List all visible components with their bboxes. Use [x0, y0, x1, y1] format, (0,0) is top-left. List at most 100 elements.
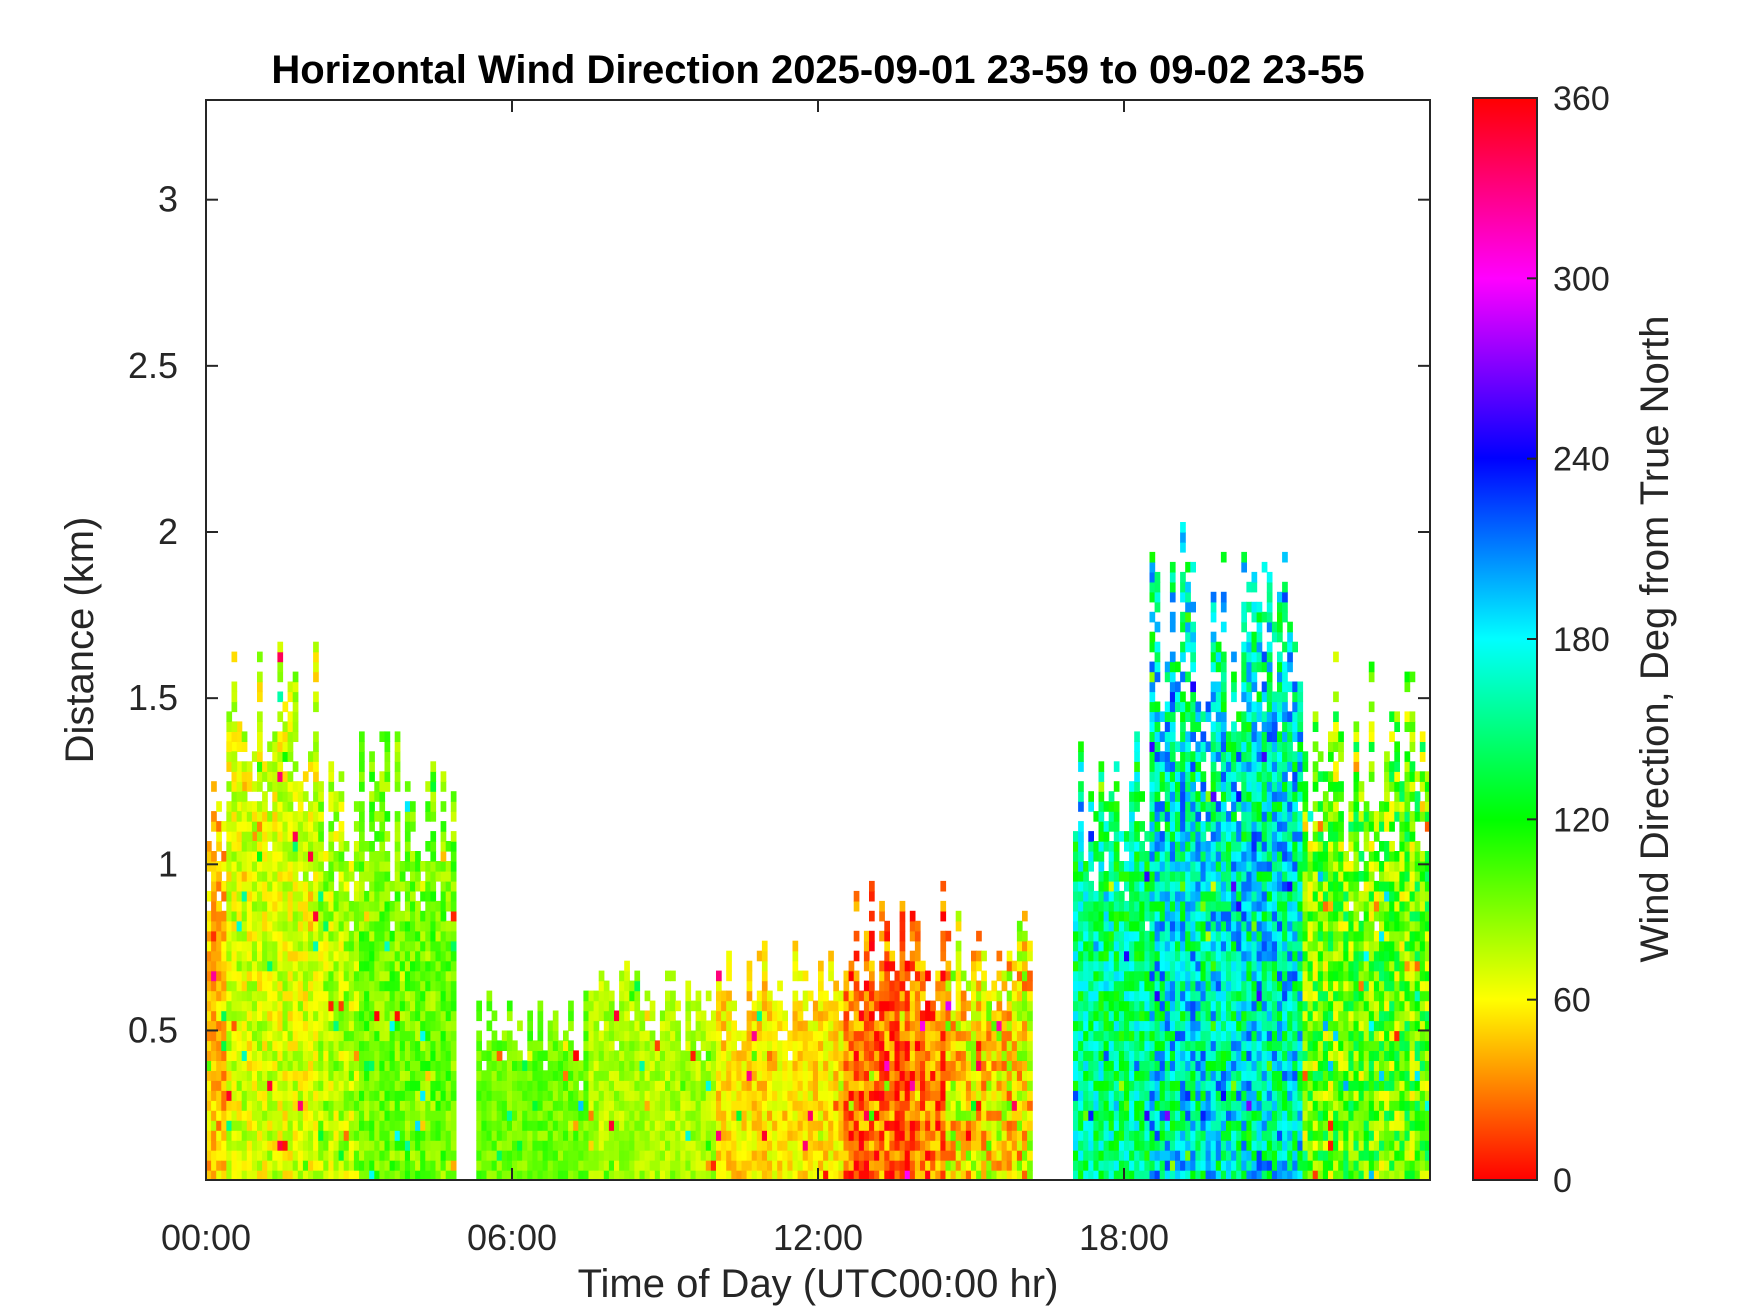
heatmap-cell	[874, 1160, 880, 1171]
heatmap-cell	[251, 1020, 258, 1032]
heatmap-cell	[353, 851, 360, 862]
heatmap-cell	[384, 1050, 391, 1061]
heatmap-cell	[491, 1120, 498, 1131]
heatmap-cell	[593, 1150, 600, 1161]
heatmap-cell	[1129, 1120, 1135, 1131]
heatmap-cell	[685, 1110, 692, 1121]
heatmap-cell	[1139, 1070, 1145, 1081]
heatmap-cell	[251, 1110, 258, 1121]
heatmap-cell	[318, 1050, 324, 1061]
heatmap-cell	[644, 990, 651, 1002]
heatmap-cell	[1149, 980, 1156, 992]
heatmap-cell	[216, 1170, 222, 1180]
heatmap-cell	[251, 930, 258, 942]
heatmap-cell	[211, 861, 217, 872]
heatmap-cell	[267, 1100, 273, 1111]
heatmap-cell	[404, 1050, 411, 1061]
heatmap-cell	[425, 1130, 431, 1141]
heatmap-cell	[1113, 1120, 1120, 1131]
heatmap-cell	[1078, 741, 1084, 752]
heatmap-cell	[1159, 801, 1166, 812]
heatmap-cell	[333, 1080, 340, 1091]
heatmap-cell	[292, 1080, 299, 1091]
heatmap-cell	[302, 880, 309, 892]
heatmap-cell	[221, 1090, 227, 1101]
heatmap-cell	[624, 1170, 630, 1180]
heatmap-cell	[588, 1060, 595, 1071]
heatmap-cell	[246, 1070, 253, 1081]
heatmap-cell	[389, 1120, 396, 1131]
heatmap-cell	[1093, 841, 1100, 852]
heatmap-cell	[899, 1070, 906, 1081]
heatmap-cell	[374, 920, 380, 932]
heatmap-cell	[568, 1120, 574, 1131]
heatmap-cell	[226, 950, 233, 962]
heatmap-cell	[1001, 1020, 1008, 1032]
heatmap-cell	[950, 970, 957, 982]
heatmap-cell	[731, 1090, 737, 1101]
heatmap-cell	[517, 1150, 523, 1161]
heatmap-cell	[629, 1100, 635, 1111]
heatmap-cell	[399, 1150, 406, 1161]
heatmap-cell	[1027, 1070, 1033, 1081]
heatmap-cell	[588, 1040, 595, 1051]
heatmap-cell	[313, 1040, 319, 1051]
heatmap-cell	[1022, 1080, 1028, 1091]
heatmap-cell	[940, 1120, 947, 1131]
heatmap-cell	[659, 1060, 666, 1071]
heatmap-cell	[1016, 1100, 1023, 1111]
heatmap-cell	[644, 1060, 651, 1071]
heatmap-cell	[792, 1000, 799, 1012]
heatmap-cell	[904, 1000, 911, 1012]
heatmap-cell	[894, 1110, 901, 1121]
heatmap-cell	[1098, 1000, 1105, 1012]
heatmap-cell	[445, 970, 452, 982]
heatmap-cell	[359, 801, 365, 812]
heatmap-cell	[1149, 711, 1156, 722]
heatmap-cell	[1134, 791, 1140, 802]
heatmap-cell	[756, 1110, 763, 1121]
heatmap-cell	[246, 990, 253, 1002]
heatmap-cell	[894, 1030, 901, 1042]
heatmap-cell	[950, 1140, 957, 1151]
heatmap-cell	[302, 871, 309, 882]
heatmap-cell	[318, 960, 324, 972]
heatmap-cell	[756, 1080, 763, 1091]
heatmap-cell	[404, 900, 411, 912]
heatmap-cell	[404, 930, 411, 942]
heatmap-cell	[440, 880, 447, 892]
heatmap-cell	[262, 1020, 268, 1032]
heatmap-cell	[1027, 1090, 1033, 1101]
heatmap-cell	[879, 1010, 885, 1022]
heatmap-cell	[410, 900, 416, 912]
heatmap-cell	[1098, 1010, 1105, 1022]
heatmap-cell	[1088, 1040, 1094, 1051]
heatmap-cell	[945, 1130, 952, 1141]
heatmap-cell	[955, 1150, 962, 1161]
heatmap-cell	[1103, 900, 1110, 912]
heatmap-cell	[1124, 1150, 1130, 1161]
heatmap-cell	[359, 1090, 365, 1101]
heatmap-cell	[1129, 841, 1135, 852]
heatmap-cell	[777, 1130, 783, 1141]
heatmap-cell	[297, 970, 304, 982]
heatmap-cell	[772, 1050, 778, 1061]
heatmap-cell	[308, 1150, 314, 1161]
heatmap-cell	[767, 1090, 773, 1101]
heatmap-cell	[1078, 890, 1084, 902]
heatmap-cell	[695, 1120, 702, 1131]
heatmap-cell	[359, 910, 365, 922]
heatmap-cell	[251, 1050, 258, 1061]
heatmap-cell	[1098, 811, 1105, 822]
heatmap-cell	[394, 741, 401, 752]
heatmap-cell	[930, 1030, 936, 1042]
heatmap-cell	[736, 1070, 743, 1081]
heatmap-cell	[399, 1090, 406, 1101]
heatmap-cell	[1144, 910, 1151, 922]
heatmap-cell	[853, 980, 860, 992]
heatmap-cell	[772, 1140, 778, 1151]
heatmap-cell	[241, 920, 248, 932]
heatmap-cell	[532, 1130, 539, 1141]
heatmap-cell	[430, 1090, 437, 1101]
heatmap-cell	[410, 990, 416, 1002]
